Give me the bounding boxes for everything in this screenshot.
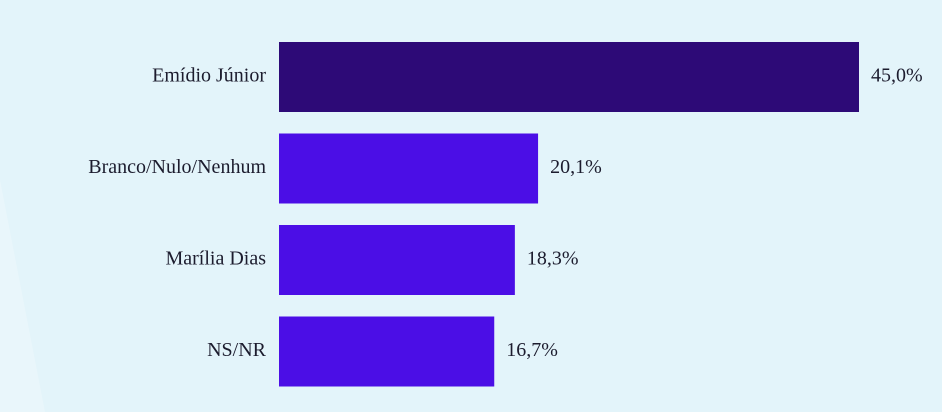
value-label: 20,1% bbox=[550, 156, 602, 178]
bar bbox=[279, 42, 859, 112]
value-label: 16,7% bbox=[506, 339, 558, 361]
category-label: NS/NR bbox=[207, 339, 267, 361]
category-label: Branco/Nulo/Nenhum bbox=[88, 156, 266, 178]
value-label: 45,0% bbox=[871, 65, 923, 87]
value-label: 18,3% bbox=[527, 248, 579, 270]
bar bbox=[279, 225, 515, 295]
bar bbox=[279, 133, 539, 204]
category-label: Marília Dias bbox=[165, 248, 266, 270]
bar bbox=[279, 316, 495, 387]
category-label: Emídio Júnior bbox=[152, 65, 266, 87]
